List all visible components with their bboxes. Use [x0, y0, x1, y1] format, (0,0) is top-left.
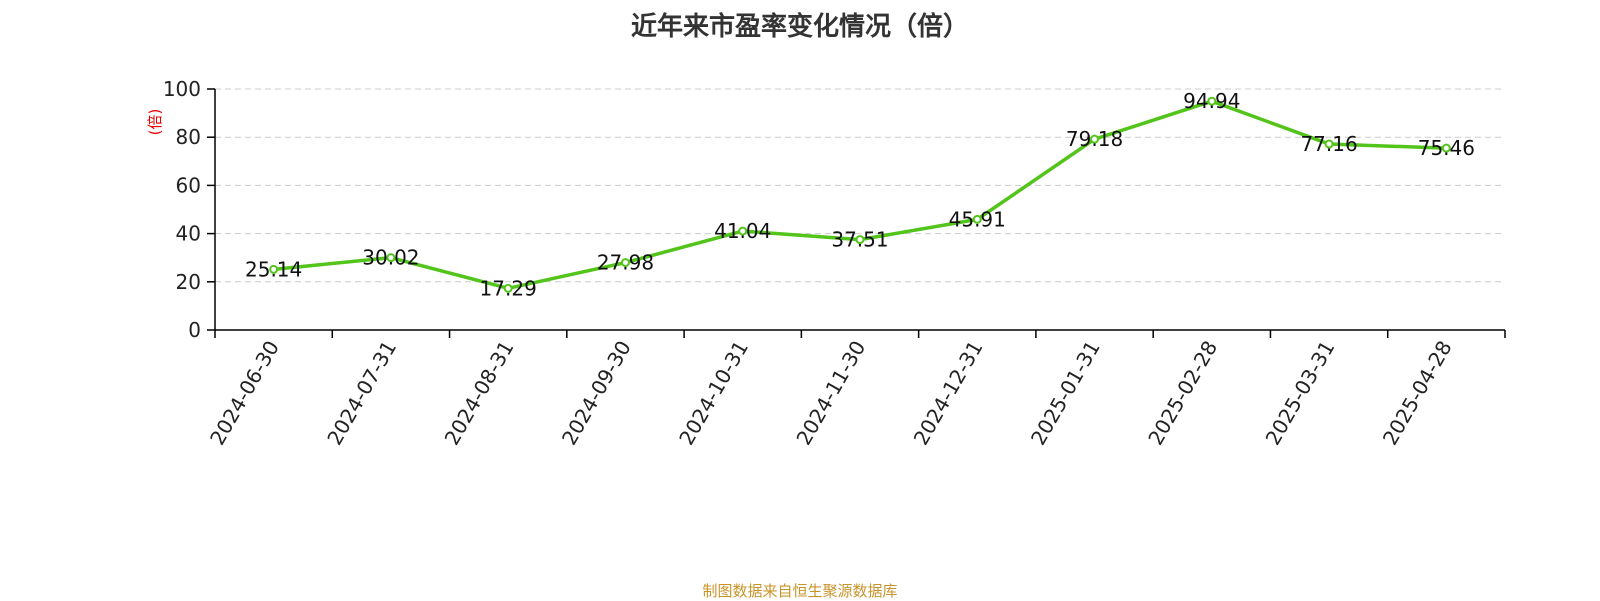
data-label: 27.98 — [597, 251, 654, 275]
data-point — [620, 258, 630, 268]
data-point — [1324, 139, 1334, 149]
y-tick-label: 100 — [163, 77, 201, 101]
x-tick-label: 2025-04-28 — [1378, 337, 1457, 450]
data-point — [503, 283, 513, 293]
x-tick-label: 2025-02-28 — [1143, 337, 1222, 450]
chart-title: 近年来市盈率变化情况（倍） — [630, 12, 969, 42]
x-tick-label: 2025-03-31 — [1261, 337, 1340, 450]
data-label: 37.51 — [831, 228, 888, 252]
series-line — [273, 99, 1447, 291]
x-tick-label: 2024-10-31 — [674, 337, 753, 450]
data-point — [972, 214, 982, 224]
y-tick-label: 40 — [176, 222, 201, 246]
data-label: 17.29 — [480, 276, 537, 300]
data-point — [1090, 134, 1100, 144]
data-label: 75.46 — [1418, 136, 1475, 160]
data-label: 77.16 — [1300, 132, 1357, 156]
data-point — [269, 264, 279, 274]
grid-lines — [215, 88, 1505, 283]
y-tick-label: 0 — [188, 318, 201, 342]
data-point — [738, 226, 748, 236]
data-label: 25.14 — [245, 257, 302, 281]
data-point — [1441, 143, 1451, 153]
series-line-layer — [269, 96, 1451, 293]
source-note: 制图数据来自恒生聚源数据库 — [702, 582, 898, 600]
y-axis-label: (倍) — [146, 109, 164, 136]
x-tick-label: 2024-12-31 — [909, 337, 988, 450]
x-tick-label: 2024-08-31 — [440, 337, 519, 450]
data-label: 94.94 — [1183, 89, 1240, 113]
y-tick-label: 20 — [176, 270, 201, 294]
data-label: 79.18 — [1066, 127, 1123, 151]
x-tick-label: 2024-11-30 — [791, 337, 870, 450]
x-tick-label: 2024-06-30 — [205, 337, 284, 450]
x-tick-label: 2024-07-31 — [322, 336, 401, 449]
data-point — [386, 253, 396, 263]
x-tick-label: 2025-01-31 — [1026, 337, 1105, 450]
data-point — [1207, 96, 1217, 106]
data-point — [855, 235, 865, 245]
x-tick-label: 2024-09-30 — [557, 337, 636, 450]
data-label: 41.04 — [714, 219, 771, 243]
y-tick-label: 60 — [176, 173, 201, 197]
data-labels: 25.14 30.02 17.29 27.98 41.04 37.51 45.91 79.18… — [245, 89, 1475, 300]
y-tick-label: 80 — [176, 125, 201, 149]
data-label: 30.02 — [362, 246, 419, 270]
data-label: 45.91 — [949, 207, 1006, 231]
